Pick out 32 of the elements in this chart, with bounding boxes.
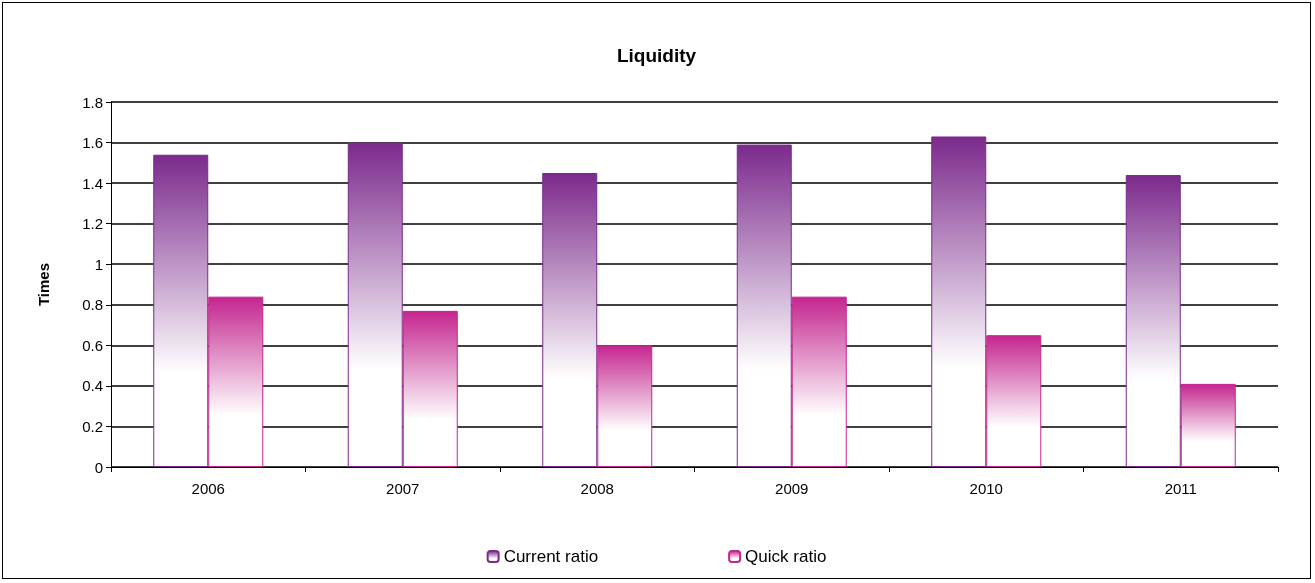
chart-title: Liquidity xyxy=(616,45,697,66)
y-tick-label: 1.4 xyxy=(82,174,103,192)
bar xyxy=(542,172,598,467)
bar xyxy=(208,296,264,467)
y-tick-label: 1.2 xyxy=(82,215,103,233)
x-tick-label: 2010 xyxy=(969,480,1003,497)
x-tick-label: 2008 xyxy=(580,480,614,497)
legend-label: Quick ratio xyxy=(745,547,827,566)
y-axis-title: Times xyxy=(35,262,52,307)
y-tick-label: 1.8 xyxy=(82,93,103,111)
bar xyxy=(986,335,1042,467)
bar xyxy=(597,345,653,467)
bar xyxy=(1125,175,1181,467)
y-tick-label: 0.8 xyxy=(82,296,103,314)
x-tick-label: 2006 xyxy=(191,480,225,497)
bar xyxy=(402,310,458,467)
y-tick-label: 1 xyxy=(94,255,103,273)
y-tick-label: 0 xyxy=(94,458,103,476)
x-tick-label: 2011 xyxy=(1164,480,1197,497)
bar xyxy=(736,144,792,467)
legend-label: Current ratio xyxy=(503,547,599,566)
x-tick-label: 2007 xyxy=(386,480,420,497)
bar xyxy=(791,296,847,467)
bar xyxy=(347,142,403,467)
y-tick-label: 0.4 xyxy=(82,377,103,395)
bar xyxy=(153,154,209,467)
y-tick-label: 0.2 xyxy=(82,417,103,435)
y-tick-label: 0.6 xyxy=(82,336,103,354)
x-tick-label: 2009 xyxy=(775,480,809,497)
y-tick-label: 1.6 xyxy=(82,134,103,152)
bar xyxy=(1180,383,1236,467)
bar xyxy=(931,136,987,467)
